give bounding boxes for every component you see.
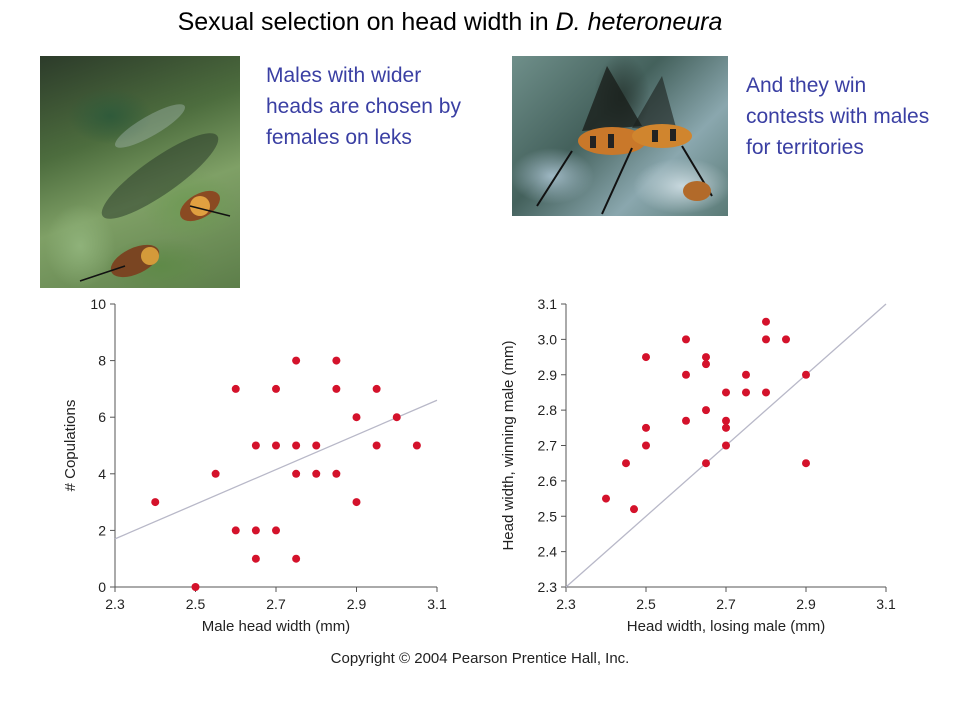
copulations-data-point — [332, 469, 341, 478]
copulations-data-point — [211, 469, 220, 478]
copulations-data-point — [251, 441, 260, 450]
contest-y-tick-label: 2.8 — [538, 402, 558, 418]
copulations-data-point — [392, 413, 401, 422]
copulations-y-tick-label: 0 — [98, 579, 106, 595]
contest-data-point — [742, 388, 750, 397]
contest-data-point — [682, 335, 690, 344]
contest-data-point — [642, 441, 650, 450]
slide-title: Sexual selection on head width in D. het… — [0, 8, 900, 37]
contest-data-point — [742, 370, 750, 379]
copulations-x-tick-label: 3.1 — [427, 596, 447, 612]
contest-data-point — [722, 423, 730, 432]
contest-data-point — [722, 388, 730, 397]
copulations-data-point — [292, 356, 301, 365]
copulations-x-axis-label: Male head width (mm) — [202, 618, 350, 635]
fly-illustration-right — [536, 66, 713, 215]
copulations-data-point — [332, 384, 341, 393]
contest-data-point — [722, 441, 730, 450]
copulations-data-point — [231, 526, 240, 535]
copulations-data-point — [372, 441, 381, 450]
copulations-scatter-chart: 2.3 2.5 2.7 2.9 3.1 0 2 4 6 8 10 Male head width (m… — [62, 296, 447, 635]
contest-data-point — [762, 388, 770, 397]
copulations-y-axis-label: # Copulations — [62, 400, 79, 492]
contest-data-point — [602, 494, 610, 503]
copulations-data-point — [352, 413, 361, 422]
copulations-data-point — [412, 441, 421, 450]
caption-female-choice: Males with wider heads are chosen by fem… — [266, 64, 461, 149]
contest-data-point — [762, 317, 770, 326]
contest-x-tick-label: 2.3 — [556, 596, 576, 612]
contest-data-point — [642, 423, 650, 432]
contest-data-point — [622, 459, 630, 468]
contest-x-tick-label: 2.5 — [636, 596, 656, 612]
fly-lek-photo — [40, 56, 240, 288]
contest-data-point — [802, 370, 810, 379]
contest-data-point — [702, 406, 710, 415]
copulations-data-point — [292, 469, 301, 478]
copulations-y-tick-label: 4 — [98, 466, 106, 482]
contest-y-tick-label: 2.9 — [538, 367, 558, 383]
copyright-notice: Copyright © 2004 Pearson Prentice Hall, … — [330, 650, 630, 667]
fly-illustration-left — [79, 104, 231, 282]
contest-y-tick-label: 2.5 — [538, 508, 558, 524]
copulations-data-point — [191, 583, 200, 591]
copulations-data-point — [292, 441, 301, 450]
contest-x-tick-label: 2.7 — [716, 596, 736, 612]
copulations-y-tick-label: 2 — [98, 522, 106, 538]
copulations-data-point — [332, 356, 341, 365]
copulations-data-point — [372, 384, 381, 393]
contest-scatter-chart: 2.3 2.5 2.7 2.9 3.1 2.3 2.4 2.5 2.6 2.7 2.8 2.9 3.0 3… — [500, 296, 896, 635]
copulations-data-point — [151, 498, 160, 507]
contest-data-point — [630, 505, 638, 514]
contest-y-tick-label: 2.4 — [538, 544, 558, 560]
contest-y-tick-label: 3.0 — [538, 331, 558, 347]
contest-data-point — [782, 335, 790, 344]
contest-y-tick-label: 2.3 — [538, 579, 558, 595]
caption-contests: And they win contests with males for ter… — [746, 74, 930, 159]
contest-data-point — [722, 416, 730, 425]
copulations-x-tick-label: 2.7 — [266, 596, 286, 612]
contest-x-tick-label: 3.1 — [876, 596, 896, 612]
copulations-data-point — [352, 498, 361, 507]
contest-data-point — [702, 459, 710, 468]
copulations-x-tick-label: 2.5 — [186, 596, 206, 612]
copulations-data-point — [292, 554, 301, 563]
copulations-data-point — [272, 441, 280, 450]
copulations-data-point — [312, 441, 321, 450]
copulations-data-point — [312, 469, 321, 478]
copulations-data-point — [251, 526, 260, 535]
fly-contest-photo — [512, 56, 728, 216]
copulations-x-tick-label: 2.3 — [105, 596, 125, 612]
title-main: Sexual selection on head width in — [177, 8, 556, 36]
contest-x-tick-label: 2.9 — [796, 596, 816, 612]
copulations-data-point — [272, 384, 280, 393]
contest-y-tick-label: 3.1 — [538, 296, 558, 312]
copulations-y-tick-label: 10 — [90, 296, 106, 312]
contest-data-point — [762, 335, 770, 344]
contest-y-tick-label: 2.6 — [538, 473, 558, 489]
copulations-y-tick-label: 6 — [98, 409, 106, 425]
contest-y-tick-label: 2.7 — [538, 438, 558, 454]
contest-data-point — [702, 360, 710, 369]
contest-data-point — [702, 353, 710, 362]
contest-data-point — [642, 353, 650, 362]
copulations-trend-line — [114, 399, 438, 540]
contest-x-axis-label: Head width, losing male (mm) — [627, 618, 825, 635]
copulations-y-tick-label: 8 — [98, 353, 106, 369]
contest-y-axis-label: Head width, winning male (mm) — [500, 340, 517, 550]
copulations-data-point — [231, 384, 240, 393]
contest-data-point — [682, 370, 690, 379]
title-species: D. heteroneura — [555, 8, 723, 36]
copulations-x-tick-label: 2.9 — [347, 596, 367, 612]
contest-data-point — [802, 459, 810, 468]
copulations-data-point — [272, 526, 280, 535]
copulations-data-point — [251, 554, 260, 563]
contest-data-point — [682, 416, 690, 425]
